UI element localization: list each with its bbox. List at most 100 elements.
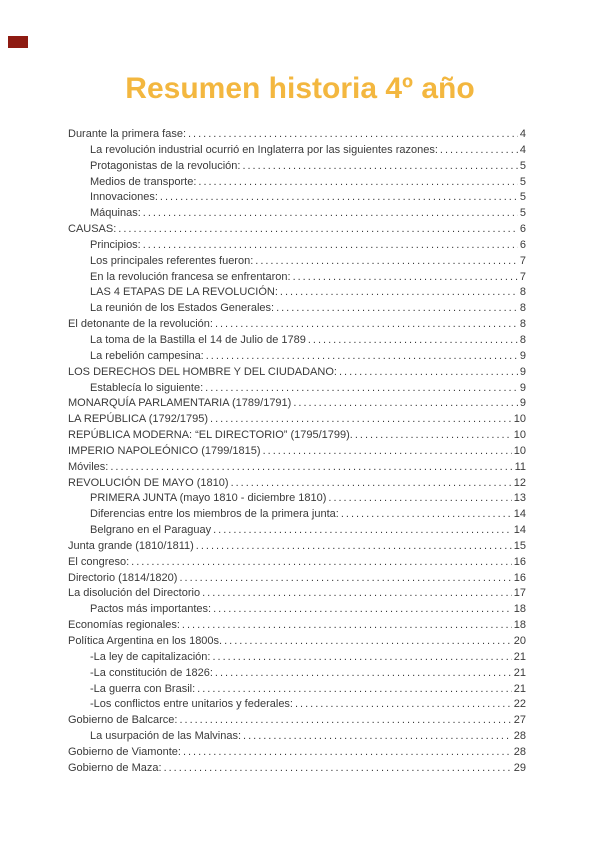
toc-entry[interactable]: Los principales referentes fueron:......…	[68, 255, 526, 271]
toc-dotted-leader: ........................................…	[205, 381, 518, 394]
toc-page-number: 5	[519, 159, 526, 172]
toc-entry-label: PRIMERA JUNTA (mayo 1810 - diciembre 181…	[90, 492, 327, 505]
toc-entry-label: La rebelión campesina:	[90, 349, 204, 362]
toc-dotted-leader: ........................................…	[131, 555, 512, 568]
toc-entry[interactable]: Junta grande (1810/1811)................…	[68, 540, 526, 556]
toc-entry[interactable]: Gobierno de Maza:.......................…	[68, 762, 526, 778]
toc-entry[interactable]: Establecía lo siguiente:................…	[68, 382, 526, 398]
toc-entry[interactable]: Innovaciones:...........................…	[68, 191, 526, 207]
toc-entry[interactable]: -La ley de capitalización:..............…	[68, 651, 526, 667]
toc-entry[interactable]: Móviles:................................…	[68, 461, 526, 477]
toc-entry-label: La revolución industrial ocurrió en Ingl…	[90, 143, 438, 156]
toc-entry-label: El detonante de la revolución:	[68, 318, 213, 331]
toc-page-number: 9	[519, 365, 526, 378]
toc-entry[interactable]: Protagonistas de la revolución:.........…	[68, 160, 526, 176]
toc-entry[interactable]: Medios de transporte:...................…	[68, 176, 526, 192]
toc-entry[interactable]: LA REPÚBLICA (1792/1795)................…	[68, 413, 526, 429]
toc-page-number: 4	[519, 143, 526, 156]
toc-entry[interactable]: -Los conflictos entre unitarios y federa…	[68, 698, 526, 714]
toc-dotted-leader: ........................................…	[214, 318, 518, 331]
toc-dotted-leader: ........................................…	[338, 365, 518, 378]
toc-dotted-leader: ........................................…	[295, 698, 512, 711]
toc-entry[interactable]: CAUSAS:.................................…	[68, 223, 526, 239]
toc-entry-label: La reunión de los Estados Generales:	[90, 302, 275, 315]
toc-dotted-leader: ........................................…	[255, 254, 518, 267]
toc-entry[interactable]: Pactos más importantes:.................…	[68, 603, 526, 619]
toc-dotted-leader: ........................................…	[163, 761, 512, 774]
toc-dotted-leader: ........................................…	[197, 682, 512, 695]
toc-dotted-leader: ........................................…	[202, 587, 512, 600]
toc-entry[interactable]: La reunión de los Estados Generales:....…	[68, 302, 526, 318]
toc-entry-label: Los principales referentes fueron:	[90, 254, 254, 267]
toc-entry[interactable]: El detonante de la revolución:..........…	[68, 318, 526, 334]
toc-entry[interactable]: En la revolución francesa se enfrentaron…	[68, 271, 526, 287]
toc-entry-label: -La constitución de 1826:	[90, 666, 213, 679]
toc-dotted-leader: ........................................…	[213, 603, 512, 616]
toc-dotted-leader: ........................................…	[210, 413, 512, 426]
toc-entry[interactable]: La disolución del Directorio............…	[68, 587, 526, 603]
toc-entry-label: Gobierno de Viamonte:	[68, 745, 181, 758]
toc-dotted-leader: ........................................…	[110, 460, 513, 473]
toc-page-number: 21	[513, 682, 526, 695]
toc-dotted-leader: ........................................…	[292, 270, 518, 283]
toc-page-number: 27	[513, 714, 526, 727]
toc-page-number: 7	[519, 254, 526, 267]
toc-entry-label: Durante la primera fase:	[68, 128, 186, 140]
toc-entry[interactable]: MONARQUÍA PARLAMENTARIA (1789/1791).....…	[68, 397, 526, 413]
toc-entry[interactable]: Directorio (1814/1820)..................…	[68, 572, 526, 588]
toc-entry[interactable]: Máquinas:...............................…	[68, 207, 526, 223]
toc-page-number: 28	[513, 745, 526, 758]
toc-dotted-leader: ........................................…	[118, 223, 518, 236]
toc-page-number: 10	[513, 429, 526, 442]
toc-entry[interactable]: IMPERIO NAPOLEÓNICO (1799/1815).........…	[68, 445, 526, 461]
toc-entry[interactable]: Economías regionales:...................…	[68, 619, 526, 635]
toc-entry[interactable]: LOS DERECHOS DEL HOMBRE Y DEL CIUDADANO:…	[68, 366, 526, 382]
toc-page-number: 11	[514, 460, 526, 473]
toc-page-number: 13	[513, 492, 526, 505]
toc-dotted-leader: ........................................…	[142, 207, 518, 220]
toc-entry[interactable]: La toma de la Bastilla el 14 de Julio de…	[68, 334, 526, 350]
toc-page-number: 8	[519, 333, 526, 346]
toc-entry[interactable]: El congreso:............................…	[68, 556, 526, 572]
toc-page-number: 9	[519, 381, 526, 394]
toc-entry[interactable]: PRIMERA JUNTA (mayo 1810 - diciembre 181…	[68, 492, 526, 508]
toc-entry[interactable]: REVOLUCIÓN DE MAYO (1810)...............…	[68, 477, 526, 493]
toc-entry-label: Directorio (1814/1820)	[68, 571, 178, 584]
toc-entry[interactable]: La revolución industrial ocurrió en Ingl…	[68, 144, 526, 160]
toc-page-number: 8	[519, 302, 526, 315]
toc-entry-label: La toma de la Bastilla el 14 de Julio de…	[90, 333, 306, 346]
toc-entry[interactable]: Gobierno de Viamonte:...................…	[68, 746, 526, 762]
toc-page-number: 16	[513, 555, 526, 568]
toc-entry[interactable]: LAS 4 ETAPAS DE LA REVOLUCIÓN:..........…	[68, 286, 526, 302]
toc-entry[interactable]: Durante la primera fase:................…	[68, 128, 526, 144]
toc-page-number: 20	[513, 635, 526, 647]
toc-entry[interactable]: REPÚBLICA MODERNA: “EL DIRECTORIO” (1795…	[68, 429, 526, 445]
toc-page-number: 6	[519, 238, 526, 251]
toc-entry[interactable]: Gobierno de Balcarce:...................…	[68, 714, 526, 730]
toc-entry-label: IMPERIO NAPOLEÓNICO (1799/1815)	[68, 444, 261, 457]
toc-entry[interactable]: Diferencias entre los miembros de la pri…	[68, 508, 526, 524]
toc-entry[interactable]: La usurpación de las Malvinas:..........…	[68, 730, 526, 746]
toc-page-number: 21	[513, 666, 526, 679]
toc-entry[interactable]: Política Argentina en los 1800s.........…	[68, 635, 526, 651]
toc-page-number: 10	[513, 413, 526, 426]
toc-entry-label: Gobierno de Maza:	[68, 761, 162, 774]
toc-dotted-leader: ........................................…	[188, 128, 518, 140]
toc-page-number: 8	[519, 318, 526, 331]
toc-entry-label: LAS 4 ETAPAS DE LA REVOLUCIÓN:	[90, 286, 278, 299]
toc-entry[interactable]: -La constitución de 1826:...............…	[68, 667, 526, 683]
toc-entry[interactable]: La rebelión campesina:..................…	[68, 350, 526, 366]
toc-entry[interactable]: Belgrano en el Paraguay.................…	[68, 524, 526, 540]
toc-dotted-leader: ........................................…	[276, 302, 518, 315]
toc-page-number: 10	[513, 444, 526, 457]
toc-entry[interactable]: Principios:.............................…	[68, 239, 526, 255]
toc-entry-label: -La ley de capitalización:	[90, 650, 211, 663]
page-corner-marker	[8, 36, 28, 48]
toc-page-number: 14	[513, 524, 526, 537]
toc-page-number: 18	[513, 619, 526, 632]
toc-page-number: 16	[513, 571, 526, 584]
toc-entry[interactable]: -La guerra con Brasil:..................…	[68, 683, 526, 699]
toc-page-number: 29	[513, 761, 526, 774]
toc-entry-label: La disolución del Directorio	[68, 587, 201, 600]
toc-dotted-leader: ........................................…	[328, 492, 512, 505]
